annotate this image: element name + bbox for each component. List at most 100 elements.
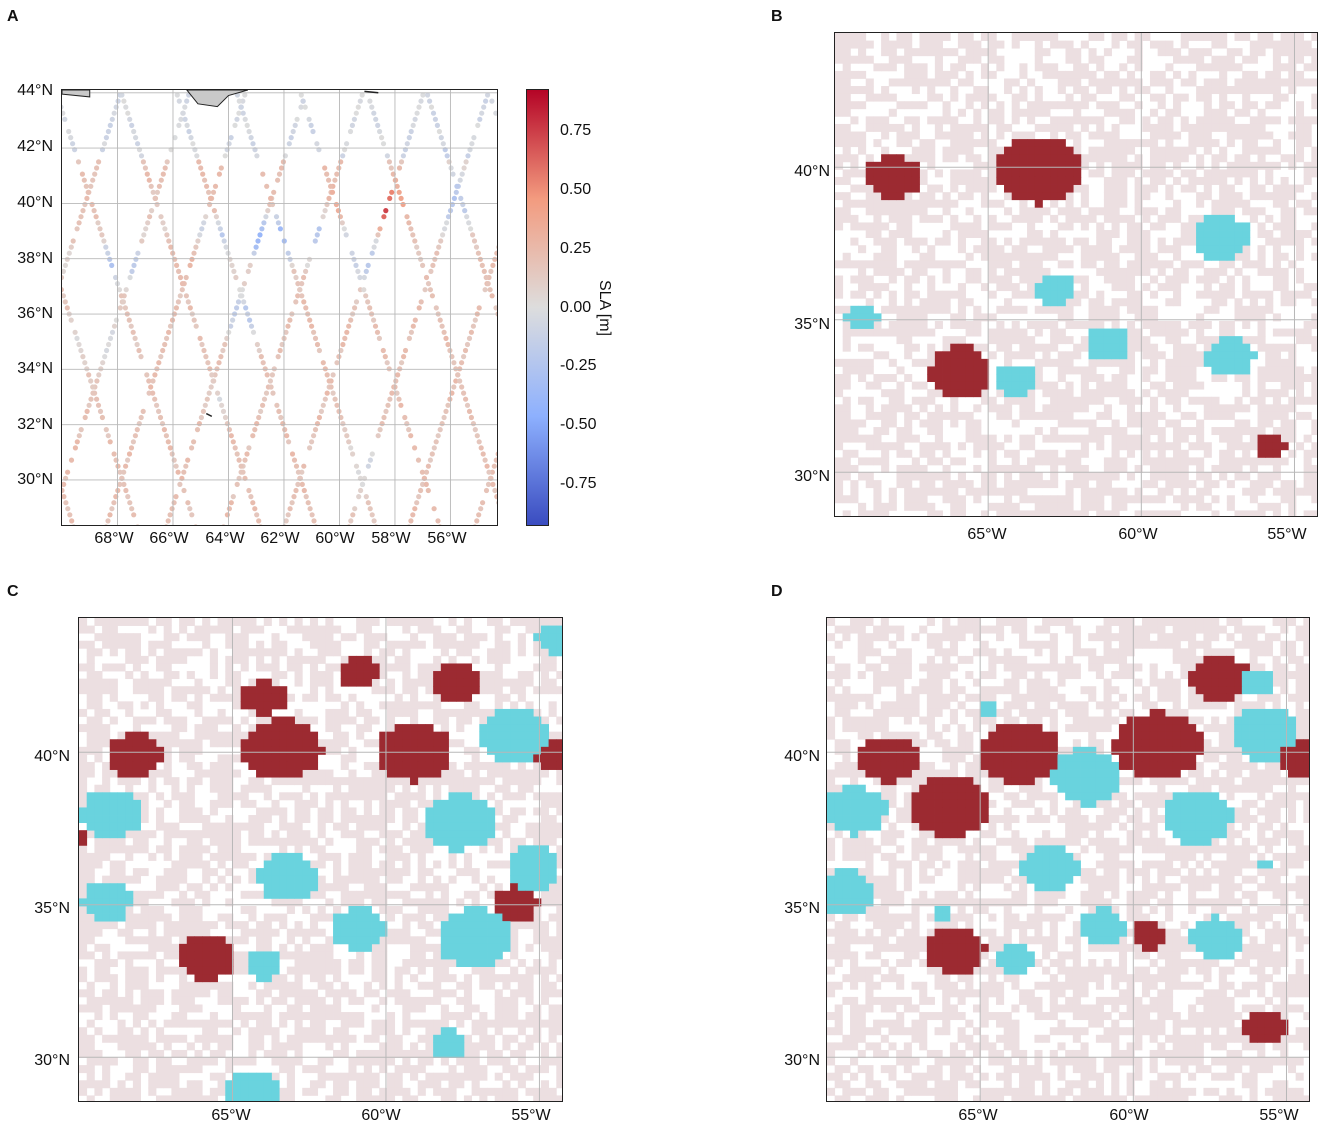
sla-point: [453, 378, 459, 384]
data-cell: [155, 686, 165, 695]
data-cell: [942, 230, 951, 239]
sla-point: [494, 250, 497, 256]
data-cell: [1004, 328, 1013, 337]
sla-point: [443, 408, 449, 414]
data-cell: [1257, 33, 1266, 41]
data-cell: [1288, 502, 1297, 511]
sla-point: [236, 98, 242, 104]
data-cell: [1019, 275, 1028, 284]
cold-eddy-cell: [1219, 222, 1228, 231]
sla-point: [172, 135, 178, 141]
sla-point: [273, 214, 280, 220]
data-cell: [294, 898, 303, 907]
sla-point: [357, 98, 363, 104]
data-cell: [448, 739, 457, 748]
sla-point: [485, 281, 491, 287]
data-cell: [1142, 374, 1151, 382]
data-cell: [1103, 389, 1112, 398]
sla-point: [291, 268, 297, 274]
data-cell: [1142, 283, 1151, 292]
sla-point: [207, 366, 213, 372]
data-cell: [540, 799, 549, 808]
data-cell: [217, 845, 226, 854]
data-cell: [1211, 154, 1220, 163]
data-cell: [1119, 169, 1128, 178]
data-cell: [1249, 260, 1258, 269]
data-cell: [94, 693, 103, 702]
data-cell: [1119, 63, 1128, 72]
sla-point: [80, 354, 86, 360]
data-cell: [163, 830, 172, 839]
data-cell: [487, 837, 496, 846]
sla-point: [432, 256, 438, 262]
sla-point: [268, 384, 274, 390]
sla-point: [260, 402, 266, 408]
data-cell: [1280, 457, 1289, 466]
data-cell: [1295, 411, 1305, 420]
sla-point: [453, 366, 459, 372]
sla-point: [94, 165, 100, 171]
data-cell: [850, 275, 859, 284]
data-cell: [1034, 48, 1043, 57]
a-lat-tick-40: 40°N: [17, 194, 53, 211]
data-cell: [1065, 214, 1074, 223]
sla-point: [476, 305, 482, 311]
warm-eddy-cell: [865, 161, 874, 170]
data-cell: [965, 184, 974, 193]
data-cell: [911, 464, 920, 473]
data-cell: [1034, 63, 1043, 72]
data-cell: [950, 139, 959, 148]
sla-point: [142, 165, 148, 171]
data-cell: [510, 936, 519, 945]
data-cell: [86, 913, 95, 922]
data-cell: [1295, 199, 1305, 208]
data-cell: [973, 55, 982, 64]
data-cell: [1311, 480, 1317, 489]
data-cell: [1257, 404, 1266, 413]
sla-point: [307, 445, 313, 451]
sla-point: [207, 201, 213, 208]
sla-point: [363, 293, 369, 299]
data-cell: [425, 868, 434, 877]
data-cell: [186, 739, 195, 748]
data-cell: [256, 815, 265, 824]
data-cell: [1288, 55, 1297, 64]
data-cell: [858, 510, 867, 516]
sla-point: [63, 500, 69, 506]
data-cell: [934, 48, 943, 57]
data-cell: [1242, 146, 1251, 155]
data-cell: [294, 671, 303, 680]
data-cell: [1211, 480, 1220, 489]
data-cell: [911, 78, 920, 87]
data-cell: [1242, 86, 1251, 95]
eddy-map-c: [78, 617, 563, 1102]
sla-point: [237, 287, 243, 293]
data-cell: [1126, 472, 1136, 481]
data-cell: [1096, 298, 1105, 307]
warm-eddy-cell: [1042, 139, 1051, 148]
data-cell: [286, 928, 295, 937]
data-cell: [927, 139, 936, 148]
data-cell: [309, 716, 319, 725]
sla-point: [119, 92, 125, 98]
data-cell: [1034, 495, 1043, 504]
warm-eddy-cell: [1257, 434, 1266, 443]
sla-point: [228, 433, 234, 439]
data-cell: [850, 464, 859, 473]
sla-point: [448, 165, 454, 171]
data-cell: [386, 913, 396, 922]
data-cell: [171, 943, 180, 952]
data-cell: [1134, 86, 1143, 95]
data-cell: [1234, 169, 1243, 178]
data-cell: [1272, 464, 1281, 473]
sla-point: [475, 250, 481, 256]
data-cell: [1142, 480, 1151, 489]
warm-eddy-cell: [873, 169, 882, 178]
data-cell: [1249, 101, 1258, 110]
data-cell: [1073, 464, 1082, 473]
sla-point: [185, 457, 191, 463]
data-cell: [1134, 207, 1143, 216]
data-cell: [1265, 70, 1274, 79]
data-cell: [1019, 260, 1028, 269]
data-cell: [1203, 108, 1212, 117]
